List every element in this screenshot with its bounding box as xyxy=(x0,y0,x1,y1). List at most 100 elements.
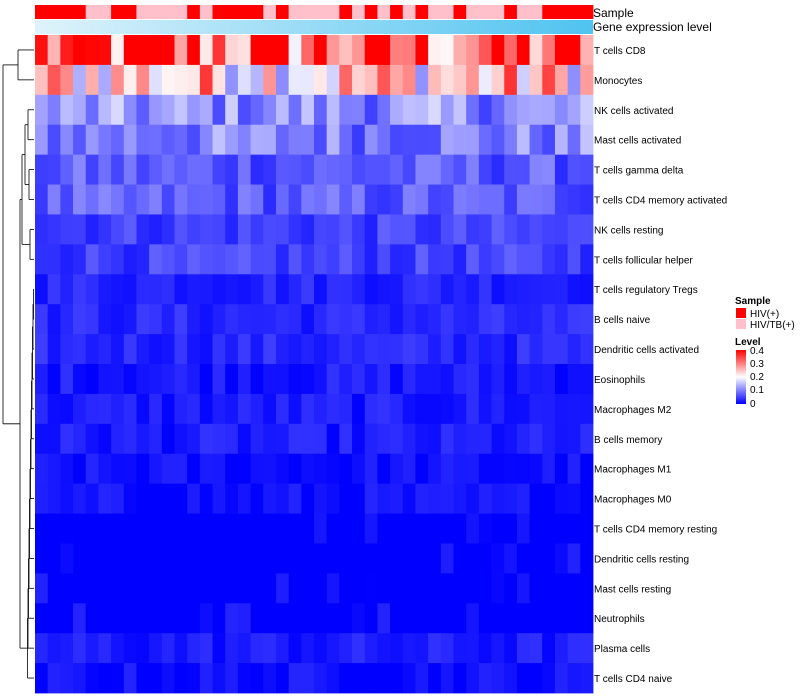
heatmap-cell xyxy=(453,184,467,215)
heatmap-cell xyxy=(390,483,404,514)
heatmap-cell xyxy=(326,64,340,96)
heatmap-cell xyxy=(453,543,467,574)
heatmap-cell xyxy=(466,274,480,305)
heatmap-cell xyxy=(504,513,518,544)
heatmap-cell xyxy=(428,483,442,514)
heatmap-cell xyxy=(237,124,251,156)
heatmap-cell xyxy=(161,603,175,634)
heatmap-cell xyxy=(250,483,264,514)
sample-annotation-cell xyxy=(377,5,391,19)
heatmap-cell xyxy=(339,334,353,365)
heatmap-cell xyxy=(390,663,404,694)
heatmap-cell xyxy=(47,244,61,275)
heatmap-cell xyxy=(542,423,556,455)
heatmap-cell xyxy=(161,214,175,245)
heatmap-cell xyxy=(301,214,315,245)
heatmap-cell xyxy=(136,633,150,664)
heatmap-cell xyxy=(263,154,277,185)
heatmap-cell xyxy=(478,513,492,544)
heatmap-cell xyxy=(314,423,328,455)
heatmap-cell xyxy=(580,304,594,335)
heatmap-cell xyxy=(174,453,188,485)
heatmap-cell xyxy=(275,64,290,96)
heatmap-cell xyxy=(187,543,201,574)
heatmap-cell xyxy=(440,633,454,664)
level-legend-title: Level xyxy=(735,337,761,348)
heatmap-cell xyxy=(149,214,163,245)
heatmap-cell xyxy=(314,124,328,156)
heatmap-cell xyxy=(415,154,429,185)
heatmap-cell xyxy=(123,453,137,485)
heatmap-cell xyxy=(73,393,87,425)
heatmap-cell xyxy=(554,334,569,365)
heatmap-cell xyxy=(225,334,239,365)
heatmap-cell xyxy=(212,573,226,604)
heatmap-cell xyxy=(35,124,49,156)
heatmap-cell xyxy=(199,274,213,305)
sample-annotation-cell xyxy=(352,5,366,19)
heatmap-cell xyxy=(554,124,569,156)
heatmap-cell xyxy=(187,423,201,455)
heatmap-cell xyxy=(288,453,302,485)
heatmap-cell xyxy=(542,483,556,514)
heatmap-cell xyxy=(199,513,213,544)
heatmap-cell xyxy=(98,393,112,425)
heatmap-cell xyxy=(161,453,175,485)
heatmap-cell xyxy=(250,663,264,694)
heatmap-cell xyxy=(542,633,556,664)
row-label: Macrophages M1 xyxy=(594,465,672,476)
heatmap-cell xyxy=(85,94,99,126)
heatmap-cell xyxy=(123,64,137,96)
heatmap-cell xyxy=(339,214,353,245)
sample-annotation-cell xyxy=(288,5,302,19)
heatmap-cell xyxy=(529,304,543,335)
heatmap-cell xyxy=(529,154,543,185)
heatmap-cell xyxy=(301,423,315,455)
heatmap-cell xyxy=(390,364,404,395)
heatmap-cell xyxy=(225,364,239,395)
heatmap-cell xyxy=(516,483,530,514)
heatmap-cell xyxy=(314,214,328,245)
sample-annotation-cell xyxy=(491,5,505,19)
row-label: T cells CD4 naive xyxy=(594,674,673,685)
heatmap-cell xyxy=(187,154,201,185)
heatmap-cell xyxy=(237,304,251,335)
heatmap-cell xyxy=(377,364,391,395)
heatmap-cell xyxy=(402,633,416,664)
heatmap-cell xyxy=(504,483,518,514)
heatmap-cell xyxy=(364,35,378,66)
heatmap-cell xyxy=(567,483,581,514)
heatmap-cell xyxy=(478,64,492,96)
heatmap-cell xyxy=(237,633,251,664)
heatmap-cell xyxy=(453,513,467,544)
row-label: NK cells activated xyxy=(594,106,673,117)
heatmap-cell xyxy=(60,513,74,544)
heatmap-cell xyxy=(263,274,277,305)
heatmap-cell xyxy=(174,364,188,395)
heatmap-cell xyxy=(542,244,556,275)
heatmap-cell xyxy=(364,364,378,395)
heatmap-cell xyxy=(326,423,340,455)
heatmap-cell xyxy=(440,483,454,514)
heatmap-cell xyxy=(111,214,125,245)
heatmap-cell xyxy=(567,513,581,544)
heatmap-cell xyxy=(123,334,137,365)
row-label: Dendritic cells resting xyxy=(594,554,689,565)
heatmap-cell xyxy=(478,244,492,275)
level-tick-0.3: 0.3 xyxy=(750,359,764,370)
sample-annotation-cell xyxy=(301,5,315,19)
heatmap-cell xyxy=(314,483,328,514)
heatmap-cell xyxy=(35,453,49,485)
heatmap-cell xyxy=(225,304,239,335)
heatmap-cell xyxy=(60,663,74,694)
heatmap-cell xyxy=(453,633,467,664)
heatmap-cell xyxy=(85,184,99,215)
heatmap-cell xyxy=(275,35,290,66)
heatmap-cell xyxy=(263,423,277,455)
heatmap-cell xyxy=(47,214,61,245)
heatmap-cell xyxy=(567,35,581,66)
heatmap-cell xyxy=(352,423,366,455)
heatmap-cell xyxy=(301,94,315,126)
heatmap-cell xyxy=(47,483,61,514)
heatmap-cell xyxy=(136,274,150,305)
